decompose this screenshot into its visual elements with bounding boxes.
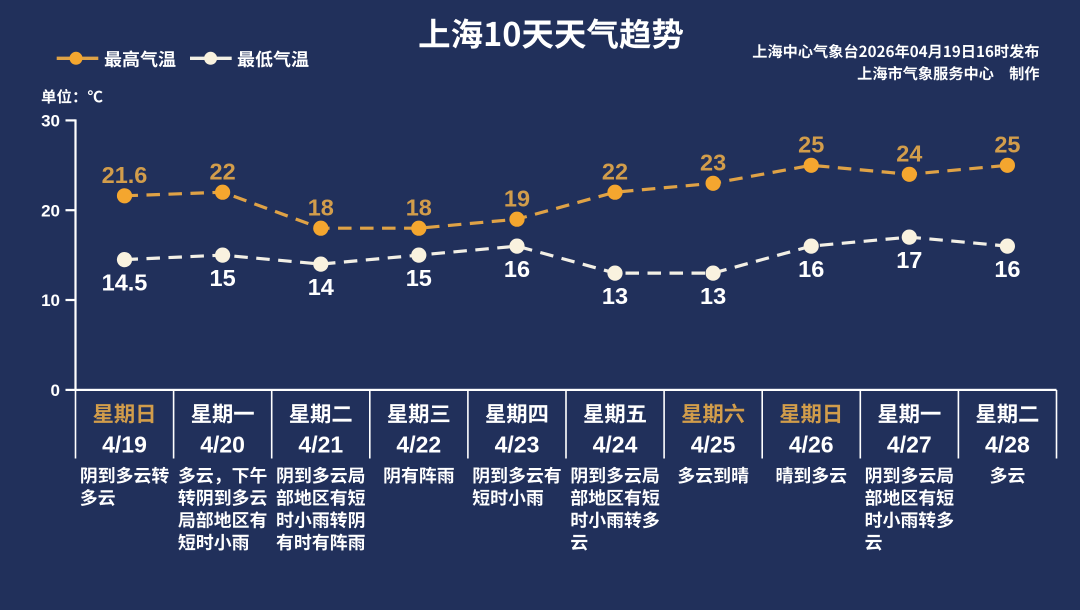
svg-text:4/21: 4/21 xyxy=(298,431,343,457)
svg-text:25: 25 xyxy=(994,132,1020,158)
svg-text:16: 16 xyxy=(994,256,1020,282)
svg-text:4/24: 4/24 xyxy=(593,431,638,457)
svg-text:14: 14 xyxy=(308,274,334,300)
svg-text:21.6: 21.6 xyxy=(102,162,148,188)
svg-text:4/27: 4/27 xyxy=(887,431,932,457)
svg-text:20: 20 xyxy=(41,201,60,220)
svg-text:4/19: 4/19 xyxy=(102,431,147,457)
svg-text:4/25: 4/25 xyxy=(691,431,736,457)
svg-text:4/22: 4/22 xyxy=(396,431,441,457)
svg-text:15: 15 xyxy=(210,265,236,291)
svg-text:4/28: 4/28 xyxy=(985,431,1030,457)
svg-text:4/26: 4/26 xyxy=(789,431,834,457)
svg-text:14.5: 14.5 xyxy=(102,270,148,296)
svg-text:23: 23 xyxy=(700,150,726,176)
svg-text:18: 18 xyxy=(406,195,432,221)
svg-text:10: 10 xyxy=(41,291,60,310)
svg-text:19: 19 xyxy=(504,186,530,212)
svg-text:4/20: 4/20 xyxy=(200,431,245,457)
svg-text:0: 0 xyxy=(51,381,60,400)
svg-text:13: 13 xyxy=(700,283,726,309)
svg-text:30: 30 xyxy=(41,112,60,131)
svg-text:22: 22 xyxy=(210,159,236,185)
svg-text:17: 17 xyxy=(896,247,922,273)
svg-text:25: 25 xyxy=(798,132,824,158)
svg-text:15: 15 xyxy=(406,265,432,291)
svg-text:4/23: 4/23 xyxy=(495,431,540,457)
svg-text:16: 16 xyxy=(504,256,530,282)
svg-text:22: 22 xyxy=(602,159,628,185)
svg-text:16: 16 xyxy=(798,256,824,282)
svg-text:13: 13 xyxy=(602,283,628,309)
svg-text:24: 24 xyxy=(896,141,922,167)
svg-text:18: 18 xyxy=(308,195,334,221)
